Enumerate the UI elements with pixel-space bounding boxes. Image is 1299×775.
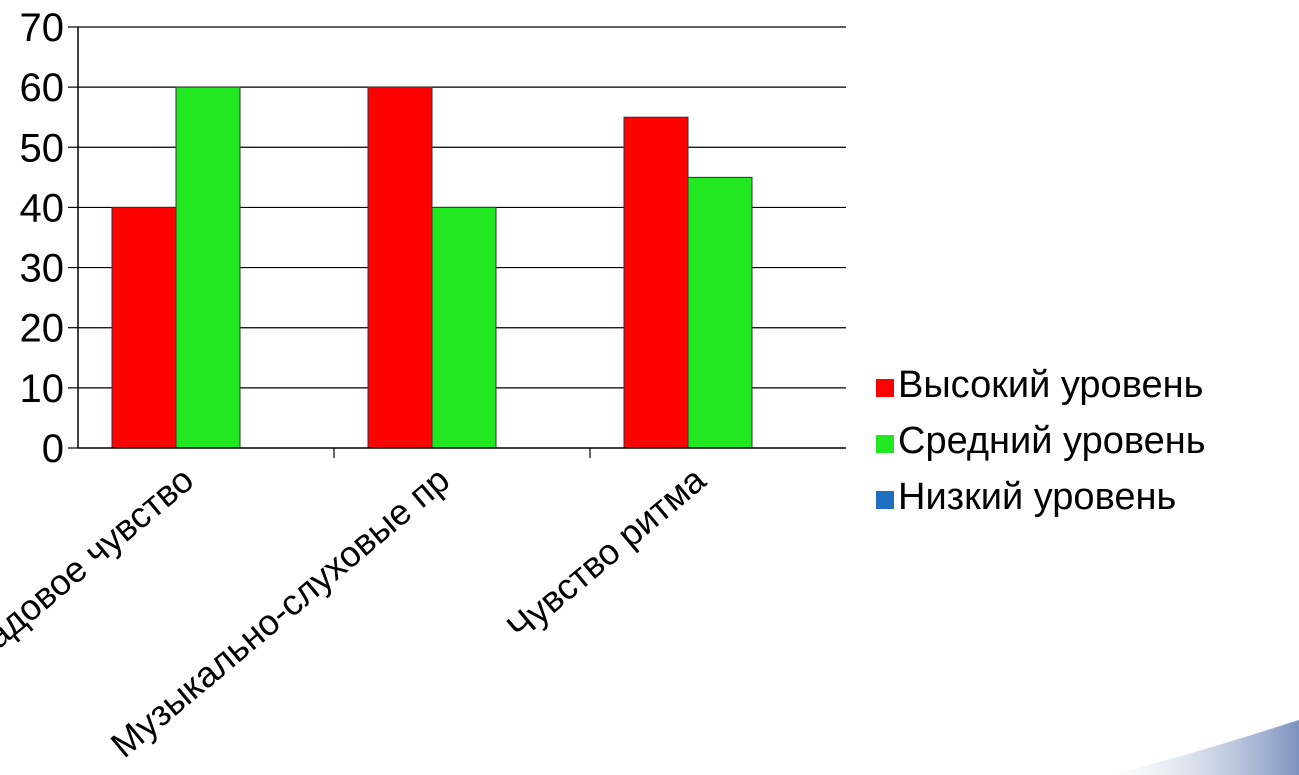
y-tick-labels: 0 10 20 30 40 50 60 70 <box>20 6 65 471</box>
legend-label: Средний уровень <box>898 420 1206 462</box>
y-tick-label: 70 <box>20 6 65 50</box>
legend-swatch <box>876 435 894 453</box>
legend-label: Низкий уровень <box>898 476 1176 518</box>
bar-2-1 <box>175 86 241 449</box>
y-tick-label: 10 <box>20 367 65 411</box>
y-tick-label: 30 <box>20 247 65 291</box>
legend: Высокий уровень Средний уровень Низкий уро… <box>876 364 1206 518</box>
bar-1-3 <box>623 116 689 449</box>
legend-swatch <box>876 491 894 509</box>
legend-label: Высокий уровень <box>898 364 1203 406</box>
bar-2-2 <box>431 206 497 449</box>
y-tick-label: 20 <box>20 307 65 351</box>
bar-1-2 <box>367 86 433 449</box>
y-tick-label: 50 <box>20 126 65 170</box>
bar-1-1 <box>111 206 177 449</box>
bars <box>111 86 753 449</box>
bar-2-3 <box>687 176 753 449</box>
legend-swatch <box>876 379 894 397</box>
decorative-swoosh <box>1110 720 1299 775</box>
y-tick-label: 60 <box>20 66 65 110</box>
category-label: Ладовое чувство <box>0 459 201 672</box>
y-tick-label: 40 <box>20 186 65 230</box>
y-tick-label: 0 <box>42 427 64 471</box>
axes <box>68 26 846 458</box>
category-label: Чувство ритма <box>499 458 714 648</box>
